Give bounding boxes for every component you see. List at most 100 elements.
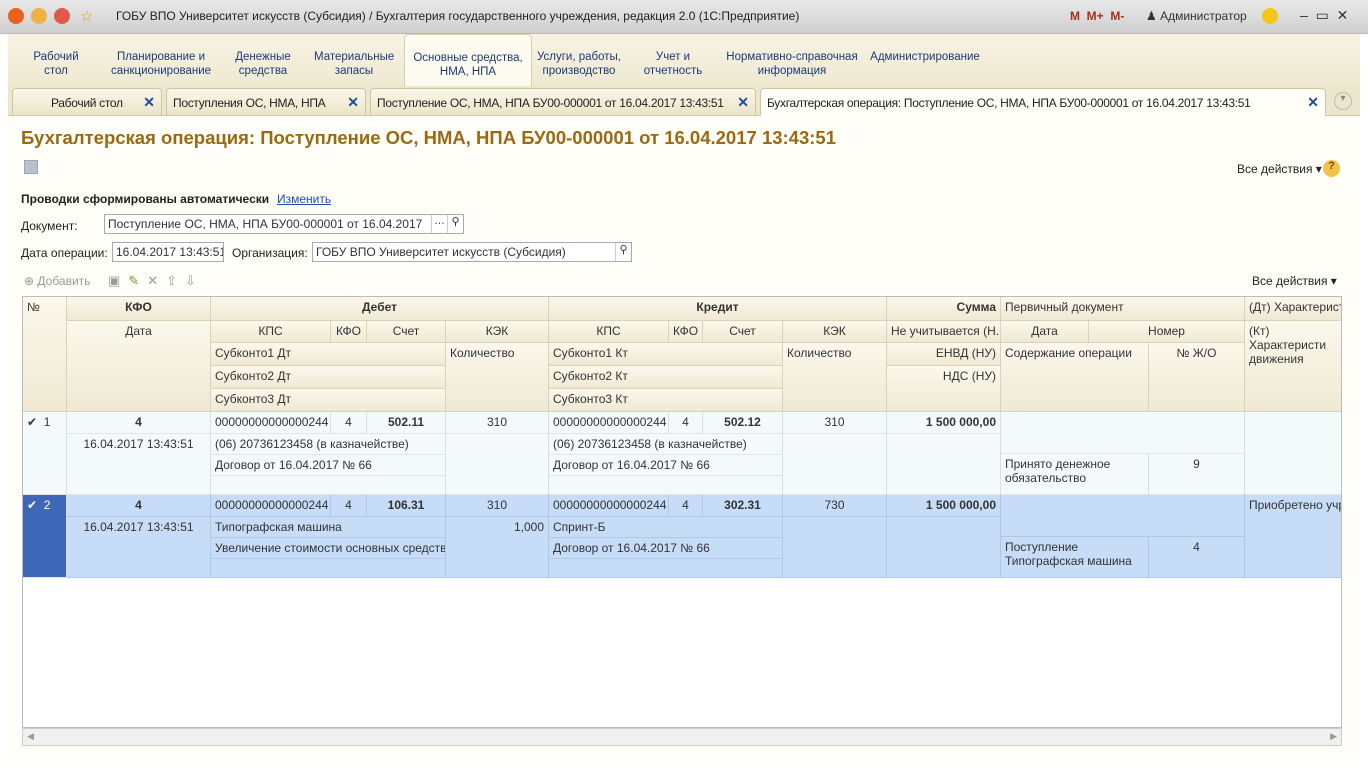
table-row-1-num[interactable]: ✔ 1 <box>23 412 67 495</box>
tab-receipt-doc[interactable]: Поступление ОС, НМА, НПА БУ00-000001 от … <box>370 88 756 116</box>
search-icon[interactable]: ⚲ <box>447 215 463 233</box>
cell-dt-sub2[interactable]: Увеличение стоимости основных средств <box>211 538 446 559</box>
header-sub3-dt[interactable]: Субконто3 Дт <box>211 389 446 412</box>
m-button[interactable]: M <box>1070 9 1080 23</box>
move-up-icon[interactable]: ⇧ <box>166 273 186 288</box>
header-not-counted[interactable]: Не учитывается (Н... <box>887 321 1001 343</box>
cell-content[interactable]: Принято денежное обязательство <box>1001 454 1149 495</box>
header-debit[interactable]: Дебет <box>211 297 549 321</box>
star-icon[interactable]: ☆ <box>80 8 94 25</box>
cell-kt-kfo[interactable]: 4 <box>669 412 703 434</box>
close-icon[interactable]: ✕ <box>737 94 749 110</box>
cell-kt-kfo[interactable]: 4 <box>669 495 703 517</box>
tab-receipts-list[interactable]: Поступления ОС, НМА, НПА ✕ <box>166 88 366 116</box>
section-admin[interactable]: Администрирование <box>870 51 980 63</box>
close-icon[interactable]: ✕ <box>143 94 155 110</box>
cell-primary-doc[interactable] <box>1001 495 1245 537</box>
cell-sum[interactable]: 1 500 000,00 <box>887 495 1001 517</box>
cell-dt-sub2[interactable]: Договор от 16.04.2017 № 66 <box>211 455 446 476</box>
horizontal-scrollbar[interactable]: ◀ ▶ <box>22 728 1342 746</box>
header-kt-account[interactable]: Счет <box>703 321 783 343</box>
header-kt-qty[interactable]: Количество <box>783 343 887 412</box>
cell-dt-kfo[interactable]: 4 <box>331 495 367 517</box>
all-actions-menu[interactable]: Все действия ▾ <box>1237 162 1322 176</box>
cell-jo[interactable]: 4 <box>1149 537 1245 578</box>
cell-dt-qty[interactable]: 1,000 <box>446 517 549 578</box>
cell-dt-sub1[interactable]: Типографская машина <box>211 517 446 538</box>
header-dt-kfo[interactable]: КФО <box>331 321 367 343</box>
tab-desktop[interactable]: Рабочий стол ✕ <box>12 88 162 116</box>
window-controls[interactable]: – ▭ ✕ <box>1300 7 1349 23</box>
history-icon[interactable] <box>54 8 70 24</box>
1c-logo-icon[interactable] <box>8 8 24 24</box>
cell-dt-qty[interactable] <box>446 434 549 495</box>
cell-kt-account[interactable]: 502.12 <box>703 412 783 434</box>
cell-dt-kek[interactable]: 310 <box>446 495 549 517</box>
cell-dt-account[interactable]: 502.11 <box>367 412 446 434</box>
scroll-right-icon[interactable]: ▶ <box>1330 731 1337 741</box>
header-dt-qty[interactable]: Количество <box>446 343 549 412</box>
delete-icon[interactable]: ✕ <box>147 273 167 288</box>
section-desktop[interactable]: Рабочий стол <box>33 51 79 77</box>
header-kt-kps[interactable]: КПС <box>549 321 669 343</box>
header-sub1-dt[interactable]: Субконто1 Дт <box>211 343 446 366</box>
section-money[interactable]: Денежные средства <box>235 51 291 77</box>
header-kt-char[interactable]: (Кт) Характеристи движения <box>1245 321 1341 412</box>
header-sub2-kt[interactable]: Субконто2 Кт <box>549 366 783 389</box>
cell-date[interactable]: 16.04.2017 13:43:51 <box>67 434 211 495</box>
header-sub3-kt[interactable]: Субконто3 Кт <box>549 389 783 412</box>
header-kt-kfo[interactable]: КФО <box>669 321 703 343</box>
help-icon[interactable]: ? <box>1323 160 1340 177</box>
cell-kt-kps[interactable]: 00000000000000244 <box>549 495 669 517</box>
cell-dt-account[interactable]: 106.31 <box>367 495 446 517</box>
scroll-left-icon[interactable]: ◀ <box>27 731 34 741</box>
table-row-2-num[interactable]: ✔ 2 <box>23 495 67 578</box>
cell-sum[interactable]: 1 500 000,00 <box>887 412 1001 434</box>
header-date[interactable]: Дата <box>67 321 211 412</box>
select-button[interactable]: … <box>431 215 447 233</box>
section-materials[interactable]: Материальные запасы <box>314 51 395 77</box>
section-reporting[interactable]: Учет и отчетность <box>643 51 703 77</box>
save-icon[interactable] <box>24 160 38 174</box>
close-icon[interactable]: ✕ <box>1307 94 1319 110</box>
cell-kt-account[interactable]: 302.31 <box>703 495 783 517</box>
header-primary-doc[interactable]: Первичный документ <box>1001 297 1245 321</box>
organization-field[interactable]: ГОБУ ВПО Университет искусств (Субсидия)… <box>312 242 632 262</box>
grid-all-actions-menu[interactable]: Все действия ▾ <box>1252 274 1337 288</box>
header-num[interactable]: № <box>23 297 67 412</box>
header-dt-kps[interactable]: КПС <box>211 321 331 343</box>
close-icon[interactable]: ✕ <box>347 94 359 110</box>
m-plus-button[interactable]: M+ <box>1086 9 1104 23</box>
header-nds[interactable]: НДС (НУ) <box>887 366 1001 412</box>
info-icon[interactable] <box>1262 8 1278 24</box>
header-sum[interactable]: Сумма <box>887 297 1001 321</box>
cell-dt-sub1[interactable]: (06) 20736123458 (в казначействе) <box>211 434 446 455</box>
edit-icon[interactable]: ✎ <box>128 273 148 288</box>
cell-kt-kps[interactable]: 00000000000000244 <box>549 412 669 434</box>
header-primary-number[interactable]: Номер <box>1089 321 1245 343</box>
cell-kt-sub3[interactable] <box>549 476 783 495</box>
cell-kt-kek[interactable]: 730 <box>783 495 887 517</box>
search-icon[interactable]: ⚲ <box>615 243 631 261</box>
cell-kfo[interactable]: 4 <box>67 495 211 517</box>
user-button[interactable]: ♟ Администратор <box>1146 9 1247 23</box>
cell-kt-sub2[interactable]: Договор от 16.04.2017 № 66 <box>549 455 783 476</box>
section-reference[interactable]: Нормативно-справочная информация <box>726 51 858 77</box>
cell-char[interactable]: Приобретено учре: <box>1245 495 1341 578</box>
header-envd[interactable]: ЕНВД (НУ) <box>887 343 1001 366</box>
header-content[interactable]: Содержание операции <box>1001 343 1149 412</box>
change-link[interactable]: Изменить <box>277 192 332 206</box>
cell-tax[interactable] <box>887 434 1001 495</box>
header-sub2-dt[interactable]: Субконто2 Дт <box>211 366 446 389</box>
menu-icon[interactable] <box>31 8 47 24</box>
section-planning[interactable]: Планирование и санкционирование <box>110 51 212 77</box>
cell-content[interactable]: Поступление Типографская машина <box>1001 537 1149 578</box>
cell-dt-kps[interactable]: 00000000000000244 <box>211 412 331 434</box>
cell-kt-sub1[interactable]: Спринт-Б <box>549 517 783 538</box>
section-fixed-assets[interactable]: Основные средства, НМА, НПА <box>404 34 532 86</box>
header-jo[interactable]: № Ж/О <box>1149 343 1245 412</box>
tab-accounting-operation[interactable]: Бухгалтерская операция: Поступление ОС, … <box>760 88 1326 116</box>
move-down-icon[interactable]: ⇩ <box>185 273 204 288</box>
header-primary-date[interactable]: Дата <box>1001 321 1089 343</box>
cell-kt-qty[interactable] <box>783 517 887 578</box>
